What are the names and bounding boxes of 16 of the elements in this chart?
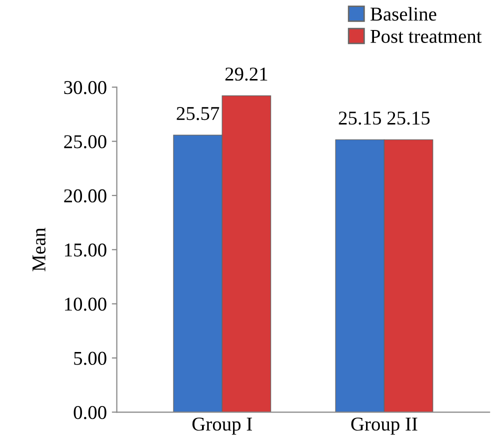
y-tick-label: 0.00 [74,406,106,420]
legend-label: Post treatment [370,30,482,43]
y-axis-title: Mean [32,228,46,272]
x-tick-label: Group II [351,418,418,435]
y-tick-label: 30.00 [64,80,106,94]
y-tick-label: 10.00 [65,298,106,311]
data-label: 29.21 [225,68,268,81]
x-tick-label: Group I [192,418,252,435]
y-tick-label: 15.00 [65,243,106,257]
data-label: 25.15 [387,112,430,125]
y-tick-label: 20.00 [64,189,106,203]
legend-label: Baseline [370,7,436,21]
y-tick-label: 25.00 [64,135,106,148]
y-tick-label: 5.00 [74,352,106,365]
data-label: 25.15 [338,112,382,125]
data-label: 25.57 [176,107,220,120]
